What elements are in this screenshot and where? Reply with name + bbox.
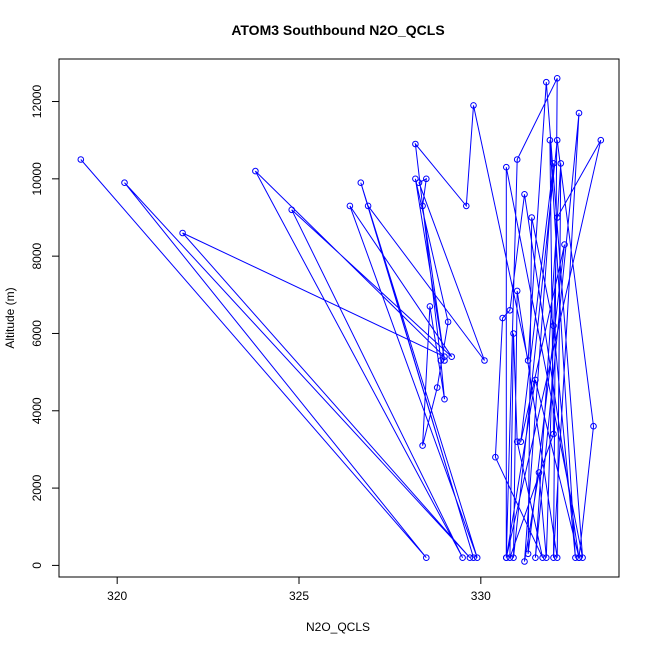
- data-point: [503, 163, 510, 171]
- data-point: [510, 330, 517, 337]
- data-point: [553, 214, 561, 221]
- data-point: [579, 554, 586, 562]
- data-point: [517, 438, 525, 446]
- y-tick-label: 6000: [30, 320, 44, 347]
- x-tick-label: 320: [107, 589, 127, 603]
- data-point: [121, 179, 128, 186]
- data-point: [463, 202, 470, 210]
- y-tick-label: 0: [30, 562, 44, 569]
- data-point: [590, 422, 597, 430]
- data-point: [550, 554, 557, 562]
- data-point: [473, 554, 481, 562]
- data-point: [412, 140, 419, 148]
- data-point: [553, 554, 561, 562]
- data-point: [524, 357, 532, 364]
- data-point: [357, 179, 365, 186]
- data-point: [441, 353, 448, 361]
- plot-area: [77, 75, 605, 565]
- data-point: [412, 175, 419, 183]
- x-axis-label: N2O_QCLS: [306, 620, 370, 634]
- data-point: [470, 554, 477, 562]
- data-point: [543, 554, 550, 562]
- data-point: [77, 156, 85, 163]
- data-point: [503, 554, 510, 562]
- data-point: [423, 175, 430, 183]
- data-point: [419, 202, 426, 210]
- y-tick-label: 10000: [30, 162, 44, 196]
- data-point: [561, 241, 568, 248]
- data-point: [521, 191, 528, 198]
- data-point: [550, 430, 557, 438]
- data-point: [524, 550, 532, 558]
- data-point: [575, 109, 583, 117]
- data-point: [448, 353, 456, 361]
- data-point: [557, 160, 565, 167]
- data-point: [539, 554, 546, 562]
- data-point: [499, 314, 506, 322]
- data-point: [532, 376, 539, 384]
- data-point: [553, 136, 561, 144]
- y-tick-label: 2000: [30, 474, 44, 501]
- data-point: [513, 287, 521, 295]
- data-point: [506, 554, 514, 562]
- data-point: [426, 303, 434, 310]
- y-tick-label: 8000: [30, 242, 44, 269]
- data-point: [288, 206, 296, 214]
- data-point: [179, 229, 186, 237]
- data-point: [528, 214, 536, 221]
- data-point: [597, 136, 605, 144]
- series-line: [80, 78, 602, 562]
- data-point: [506, 307, 514, 314]
- x-axis: 320 325 330: [107, 576, 491, 603]
- data-point: [346, 202, 354, 210]
- x-tick-label: 325: [289, 589, 309, 603]
- data-point: [513, 156, 521, 163]
- data-point: [444, 318, 452, 326]
- chart-title: ATOM3 Southbound N2O_QCLS: [231, 22, 444, 38]
- y-axis: 0 2000 4000 6000 8000 10000 12000: [30, 85, 60, 569]
- data-point: [437, 357, 445, 364]
- y-axis-label: Altitude (m): [3, 287, 17, 348]
- y-tick-label: 4000: [30, 397, 44, 424]
- data-point: [419, 442, 426, 449]
- data-point: [470, 102, 477, 109]
- data-point: [441, 357, 448, 364]
- data-point: [415, 179, 423, 186]
- data-point: [510, 554, 517, 562]
- data-point: [481, 357, 488, 364]
- data-point: [553, 75, 561, 82]
- data-point: [535, 469, 543, 476]
- data-point: [466, 554, 474, 562]
- data-point: [459, 554, 466, 562]
- y-tick-label: 12000: [30, 85, 44, 119]
- data-point: [550, 322, 557, 330]
- data-point: [572, 554, 579, 562]
- data-point: [543, 78, 550, 86]
- series-0: [77, 75, 605, 565]
- data-point: [521, 558, 528, 565]
- data-point: [433, 384, 441, 391]
- data-point: [513, 438, 521, 446]
- data-point: [492, 453, 499, 461]
- data-point: [550, 160, 557, 167]
- data-point: [423, 554, 430, 562]
- data-point: [546, 136, 554, 144]
- x-tick-label: 330: [471, 589, 491, 603]
- data-point: [364, 202, 372, 210]
- data-point: [441, 395, 448, 403]
- data-point: [252, 167, 259, 175]
- data-point: [532, 554, 539, 562]
- data-point: [575, 554, 583, 562]
